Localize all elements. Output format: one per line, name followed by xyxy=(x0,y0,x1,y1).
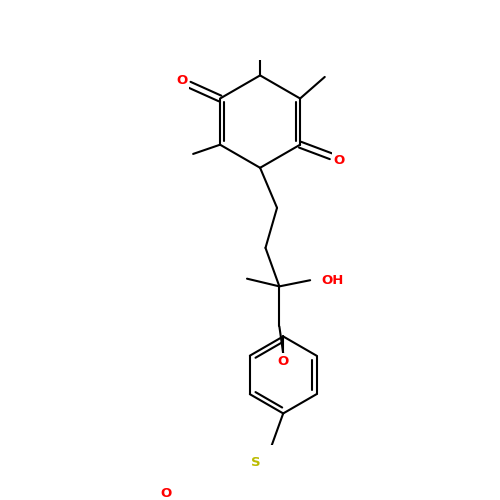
Text: S: S xyxy=(251,456,260,469)
Text: O: O xyxy=(278,354,289,368)
Text: O: O xyxy=(160,486,172,500)
Text: O: O xyxy=(176,74,187,88)
Text: OH: OH xyxy=(322,274,344,286)
Text: O: O xyxy=(333,154,344,166)
